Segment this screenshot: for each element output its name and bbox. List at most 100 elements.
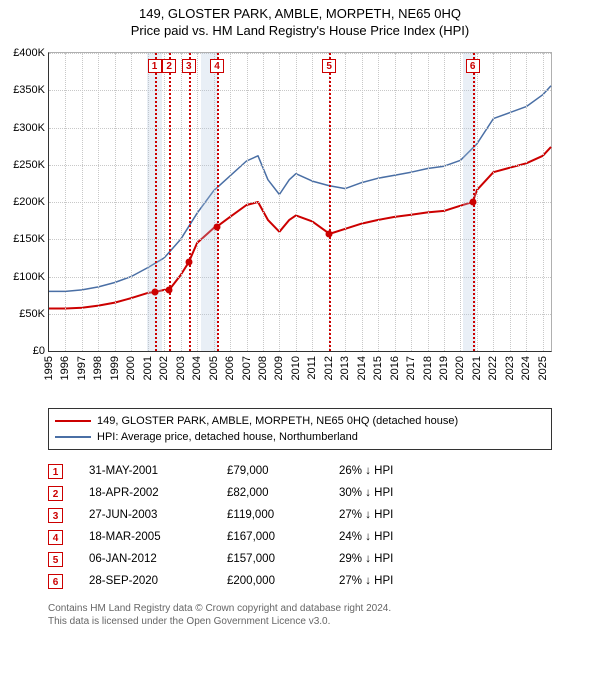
legend-row-hpi: HPI: Average price, detached house, Nort… <box>55 429 545 445</box>
x-axis-label: 2006 <box>224 356 236 380</box>
x-axis-label: 2003 <box>175 356 187 380</box>
gridline-v <box>279 53 280 351</box>
legend: 149, GLOSTER PARK, AMBLE, MORPETH, NE65 … <box>48 408 552 450</box>
transaction-diff: 27% ↓ HPI <box>339 575 552 587</box>
x-axis-label: 2001 <box>142 356 154 380</box>
gridline-v <box>362 53 363 351</box>
x-axis-label: 2021 <box>471 356 483 380</box>
legend-swatch-subject <box>55 420 91 422</box>
x-axis-label: 2025 <box>537 356 549 380</box>
x-axis-label: 2024 <box>520 356 532 380</box>
transaction-date: 06-JAN-2012 <box>89 553 227 565</box>
gridline-v <box>164 53 165 351</box>
transaction-date: 18-APR-2002 <box>89 487 227 499</box>
transaction-row: 327-JUN-2003£119,00027% ↓ HPI <box>48 504 552 526</box>
transaction-row: 418-MAR-2005£167,00024% ↓ HPI <box>48 526 552 548</box>
gridline-v <box>378 53 379 351</box>
legend-row-subject: 149, GLOSTER PARK, AMBLE, MORPETH, NE65 … <box>55 413 545 429</box>
transaction-row: 5 06-JAN-2012£157,00029% ↓ HPI <box>48 548 552 570</box>
x-axis-label: 2011 <box>306 356 318 380</box>
gridline-v <box>98 53 99 351</box>
y-axis-label: £200K <box>13 196 45 208</box>
transaction-marker-box: 2 <box>162 59 176 73</box>
x-axis-label: 1996 <box>59 356 71 380</box>
gridline-v <box>131 53 132 351</box>
transaction-point <box>185 259 192 266</box>
transaction-date: 31-MAY-2001 <box>89 465 227 477</box>
transaction-number-box: 6 <box>48 574 63 589</box>
x-axis-label: 2012 <box>323 356 335 380</box>
transaction-marker-box: 1 <box>148 59 162 73</box>
gridline-v <box>395 53 396 351</box>
transaction-diff: 24% ↓ HPI <box>339 531 552 543</box>
gridline-v <box>296 53 297 351</box>
y-axis-label: £150K <box>13 233 45 245</box>
y-axis-label: £350K <box>13 84 45 96</box>
y-axis-label: £100K <box>13 271 45 283</box>
x-axis-label: 2008 <box>257 356 269 380</box>
y-axis-label: £400K <box>13 47 45 59</box>
x-axis-label: 2013 <box>339 356 351 380</box>
transaction-point <box>214 223 221 230</box>
gridline-v <box>526 53 527 351</box>
gridline-v <box>312 53 313 351</box>
x-axis-label: 2016 <box>389 356 401 380</box>
x-axis-label: 2007 <box>241 356 253 380</box>
y-axis-label: £250K <box>13 159 45 171</box>
transaction-row: 218-APR-2002£82,00030% ↓ HPI <box>48 482 552 504</box>
plot-area: £0£50K£100K£150K£200K£250K£300K£350K£400… <box>48 52 552 352</box>
transaction-price: £79,000 <box>227 465 339 477</box>
transaction-price: £119,000 <box>227 509 339 521</box>
gridline-v <box>197 53 198 351</box>
gridline-v <box>247 53 248 351</box>
x-axis-label: 2017 <box>405 356 417 380</box>
x-axis-label: 2009 <box>273 356 285 380</box>
transaction-diff: 26% ↓ HPI <box>339 465 552 477</box>
gridline-v <box>411 53 412 351</box>
transaction-marker-box: 4 <box>210 59 224 73</box>
transaction-number-box: 5 <box>48 552 63 567</box>
gridline-v <box>543 53 544 351</box>
x-axis-label: 1997 <box>76 356 88 380</box>
legend-swatch-hpi <box>55 436 91 438</box>
transaction-point <box>469 199 476 206</box>
gridline-v <box>82 53 83 351</box>
x-axis-label: 2022 <box>487 356 499 380</box>
gridline-v <box>263 53 264 351</box>
transaction-point <box>151 289 158 296</box>
chart-area: £0£50K£100K£150K£200K£250K£300K£350K£400… <box>0 42 560 402</box>
transaction-price: £82,000 <box>227 487 339 499</box>
transaction-marker-box: 3 <box>182 59 196 73</box>
transaction-marker-line <box>189 53 191 351</box>
transaction-marker-line <box>217 53 219 351</box>
gridline-v <box>345 53 346 351</box>
gridline-v <box>510 53 511 351</box>
x-axis-label: 2023 <box>504 356 516 380</box>
footnote-line2: This data is licensed under the Open Gov… <box>48 615 552 628</box>
transaction-marker-line <box>169 53 171 351</box>
transaction-price: £157,000 <box>227 553 339 565</box>
transaction-diff: 29% ↓ HPI <box>339 553 552 565</box>
footnote: Contains HM Land Registry data © Crown c… <box>48 602 552 628</box>
gridline-v <box>477 53 478 351</box>
gridline-v <box>444 53 445 351</box>
chart-subtitle: Price paid vs. HM Land Registry's House … <box>0 23 600 38</box>
x-axis-label: 2015 <box>372 356 384 380</box>
transaction-row: 131-MAY-2001£79,00026% ↓ HPI <box>48 460 552 482</box>
gridline-v <box>65 53 66 351</box>
legend-label-hpi: HPI: Average price, detached house, Nort… <box>97 429 358 445</box>
transaction-number-box: 3 <box>48 508 63 523</box>
transaction-date: 28-SEP-2020 <box>89 575 227 587</box>
gridline-v <box>115 53 116 351</box>
gridline-v <box>460 53 461 351</box>
transaction-marker-line <box>155 53 157 351</box>
transaction-price: £167,000 <box>227 531 339 543</box>
x-axis-label: 1999 <box>109 356 121 380</box>
gridline-v <box>493 53 494 351</box>
transaction-number-box: 2 <box>48 486 63 501</box>
transaction-row: 6 28-SEP-2020£200,00027% ↓ HPI <box>48 570 552 592</box>
transaction-price: £200,000 <box>227 575 339 587</box>
transaction-date: 18-MAR-2005 <box>89 531 227 543</box>
x-axis-label: 1995 <box>43 356 55 380</box>
transaction-date: 27-JUN-2003 <box>89 509 227 521</box>
